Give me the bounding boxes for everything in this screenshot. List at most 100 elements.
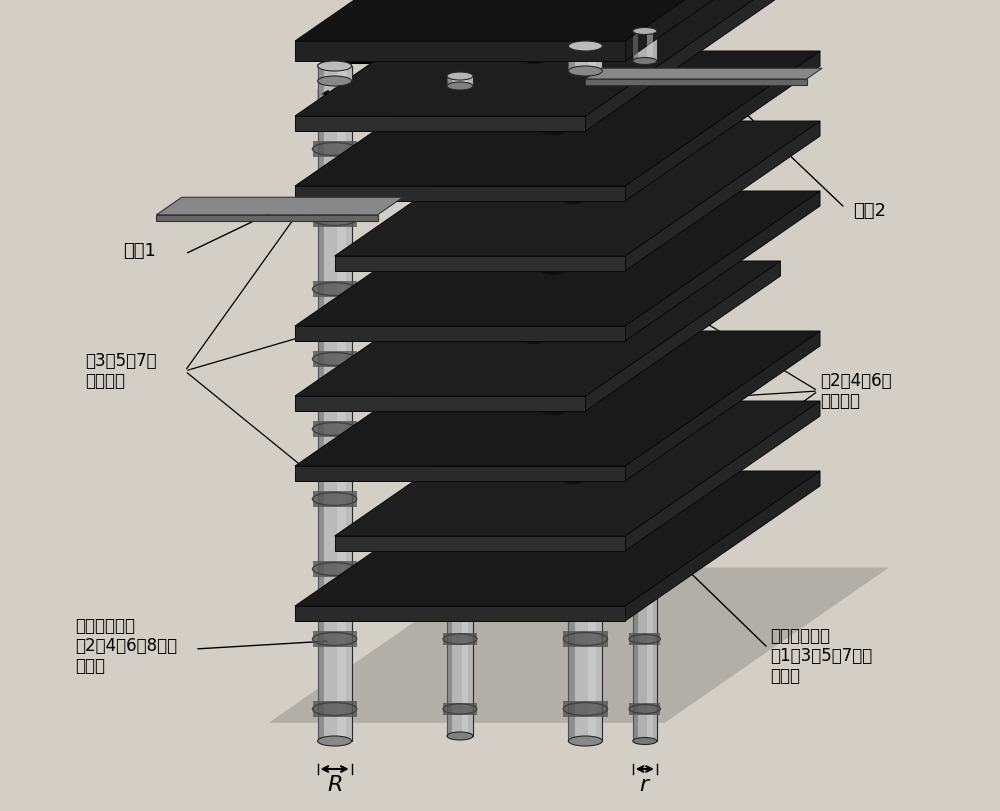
Bar: [337, 66, 346, 741]
Text: 垂直过孔连接: 垂直过孔连接: [75, 617, 135, 635]
Ellipse shape: [568, 41, 602, 51]
Bar: [312, 631, 357, 647]
Polygon shape: [295, 326, 625, 341]
Ellipse shape: [554, 459, 592, 483]
Polygon shape: [625, 121, 820, 271]
Ellipse shape: [568, 66, 602, 76]
Ellipse shape: [515, 319, 553, 344]
Bar: [447, 86, 452, 736]
Text: 垂直过孔连接: 垂直过孔连接: [770, 627, 830, 645]
Ellipse shape: [447, 72, 473, 80]
Polygon shape: [335, 121, 820, 256]
Bar: [629, 564, 660, 575]
Bar: [568, 56, 602, 741]
Bar: [629, 423, 660, 435]
Bar: [447, 76, 452, 86]
Polygon shape: [295, 0, 820, 41]
Bar: [312, 701, 357, 717]
Polygon shape: [295, 191, 820, 326]
Bar: [568, 46, 602, 71]
Text: 开路端: 开路端: [75, 657, 105, 675]
Ellipse shape: [633, 737, 657, 744]
Bar: [647, 41, 653, 741]
Bar: [629, 703, 660, 714]
Bar: [633, 41, 657, 741]
Text: 第2、4、6、8叉指: 第2、4、6、8叉指: [75, 637, 177, 655]
Polygon shape: [295, 396, 585, 411]
Ellipse shape: [633, 28, 657, 35]
Bar: [443, 633, 477, 646]
Bar: [447, 76, 473, 86]
Polygon shape: [335, 536, 625, 551]
Bar: [588, 46, 596, 71]
Bar: [312, 281, 357, 297]
Polygon shape: [269, 568, 889, 723]
Ellipse shape: [515, 39, 553, 64]
Bar: [443, 492, 477, 505]
Bar: [312, 211, 357, 227]
Bar: [633, 31, 657, 61]
Text: 缺陷结构: 缺陷结构: [85, 372, 125, 390]
Polygon shape: [295, 261, 780, 396]
Bar: [312, 491, 357, 507]
Polygon shape: [295, 471, 820, 606]
Bar: [443, 212, 477, 225]
Text: $R$: $R$: [342, 81, 358, 101]
Bar: [629, 354, 660, 365]
Bar: [312, 421, 357, 437]
Polygon shape: [295, 41, 625, 61]
Bar: [633, 41, 638, 741]
Bar: [462, 86, 468, 736]
Polygon shape: [335, 256, 625, 271]
Bar: [447, 86, 473, 736]
Bar: [443, 702, 477, 715]
Polygon shape: [295, 466, 625, 481]
Bar: [629, 493, 660, 504]
Text: 端口2: 端口2: [854, 202, 887, 220]
Polygon shape: [295, 606, 625, 621]
Ellipse shape: [554, 178, 592, 204]
Bar: [563, 141, 608, 157]
Polygon shape: [625, 331, 820, 481]
Polygon shape: [585, 68, 822, 79]
Text: 端口1: 端口1: [124, 242, 156, 260]
Bar: [563, 351, 608, 367]
Bar: [568, 46, 575, 71]
Bar: [337, 66, 346, 81]
Polygon shape: [625, 471, 820, 621]
Text: $R$: $R$: [327, 775, 342, 795]
Bar: [563, 561, 608, 577]
Bar: [563, 491, 608, 507]
Ellipse shape: [533, 387, 575, 415]
Ellipse shape: [447, 732, 473, 740]
Bar: [588, 56, 596, 741]
Ellipse shape: [318, 61, 352, 71]
Polygon shape: [585, 261, 780, 411]
Ellipse shape: [447, 82, 473, 90]
Ellipse shape: [568, 736, 602, 746]
Bar: [318, 66, 352, 741]
Polygon shape: [295, 186, 625, 201]
Ellipse shape: [318, 76, 352, 86]
Bar: [563, 211, 608, 227]
Bar: [629, 283, 660, 294]
Polygon shape: [295, 116, 585, 131]
Text: $W_{cn}$: $W_{cn}$: [409, 51, 451, 75]
Polygon shape: [625, 401, 820, 551]
Bar: [563, 421, 608, 437]
Bar: [568, 56, 575, 741]
Text: 第2、4、6层: 第2、4、6层: [820, 372, 892, 390]
Ellipse shape: [318, 61, 352, 71]
Polygon shape: [585, 79, 806, 85]
Ellipse shape: [633, 58, 657, 65]
Bar: [462, 76, 468, 86]
Bar: [633, 31, 638, 61]
Polygon shape: [295, 51, 820, 186]
Polygon shape: [156, 197, 403, 215]
Bar: [318, 66, 324, 81]
Polygon shape: [625, 0, 820, 61]
Text: 第1、3、5、7叉指: 第1、3、5、7叉指: [770, 647, 872, 665]
Ellipse shape: [447, 82, 473, 90]
Polygon shape: [156, 215, 378, 221]
Polygon shape: [585, 0, 780, 131]
